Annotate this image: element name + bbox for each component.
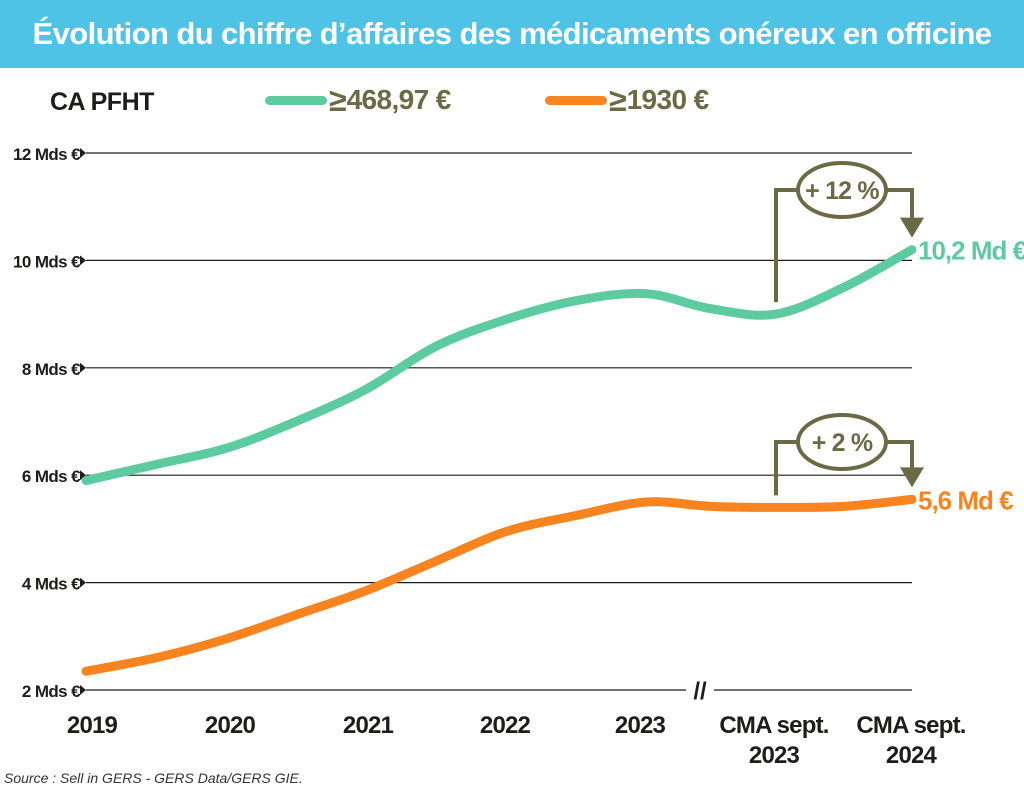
- legend-text-orange: 1930 €: [626, 84, 710, 115]
- legend-swatch-green: [265, 95, 327, 105]
- change-arrow: [900, 467, 924, 488]
- y-tick-arrow: [80, 148, 86, 158]
- source-note: Source : Sell in GERS - GERS Data/GERS G…: [4, 770, 303, 786]
- legend-swatch-orange: [545, 95, 607, 105]
- change-arrow: [900, 217, 924, 238]
- y-tick-label: 8 Mds €: [22, 360, 81, 379]
- series-layer: 10,2 Md € 5,6 Md €: [81, 236, 1024, 676]
- title-bar: Évolution du chiffre d’affaires des médi…: [0, 0, 1024, 68]
- grid-layer: //: [86, 152, 912, 705]
- axis-break: //: [693, 678, 707, 705]
- change-oval: [796, 161, 888, 219]
- x-tick-label: 2021: [343, 712, 394, 739]
- end-value-label: 10,2 Md €: [918, 236, 1024, 266]
- y-tick-arrow: [80, 685, 86, 695]
- y-tick-labels: 2 Mds € 4 Mds € 6 Mds € 8 Mds € 10 Mds € 12 M…: [13, 145, 86, 701]
- chart-title: Évolution du chiffre d’affaires des médi…: [32, 16, 993, 51]
- legend-label: CA PFHT: [50, 88, 154, 116]
- change-label: + 2 %: [812, 429, 873, 457]
- y-tick-arrow: [80, 362, 86, 373]
- series-line-orange: [81, 494, 917, 676]
- legend-item-orange: ≥ 1930 €: [545, 84, 709, 116]
- y-tick-label: 2 Mds €: [22, 682, 81, 701]
- x-tick-label: 2022: [480, 712, 531, 739]
- x-tick-label: 2023: [615, 712, 666, 739]
- y-tick-arrow: [80, 255, 86, 266]
- x-tick-label: CMA sept. 2024: [856, 712, 965, 769]
- y-tick-label: 12 Mds €: [13, 145, 81, 164]
- x-tick-label: CMA sept. 2023: [719, 712, 828, 769]
- x-tick-labels: 2019 2020 2021 2022 2023 CMA sept. 2023 CMA sep…: [67, 712, 967, 769]
- y-tick-arrow: [80, 470, 86, 481]
- legend-item-green: ≥ 468,97 €: [265, 84, 451, 116]
- series-line-green: [81, 245, 917, 486]
- end-value-label: 5,6 Md €: [918, 485, 1013, 515]
- y-tick-arrow: [80, 577, 86, 588]
- x-tick-label: 2020: [205, 712, 256, 739]
- legend-symbol-green: ≥: [329, 82, 347, 118]
- legend-text-green: 468,97 €: [346, 84, 452, 115]
- y-tick-label: 10 Mds €: [13, 252, 81, 271]
- change-label: + 12 %: [805, 177, 879, 205]
- y-tick-label: 4 Mds €: [22, 575, 81, 594]
- y-tick-label: 6 Mds €: [22, 467, 81, 486]
- annotation-layer: + 12 % + 2 %: [774, 161, 924, 496]
- x-tick-label: 2019: [67, 712, 118, 739]
- legend-symbol-orange: ≥: [609, 82, 627, 118]
- change-oval: [796, 413, 888, 471]
